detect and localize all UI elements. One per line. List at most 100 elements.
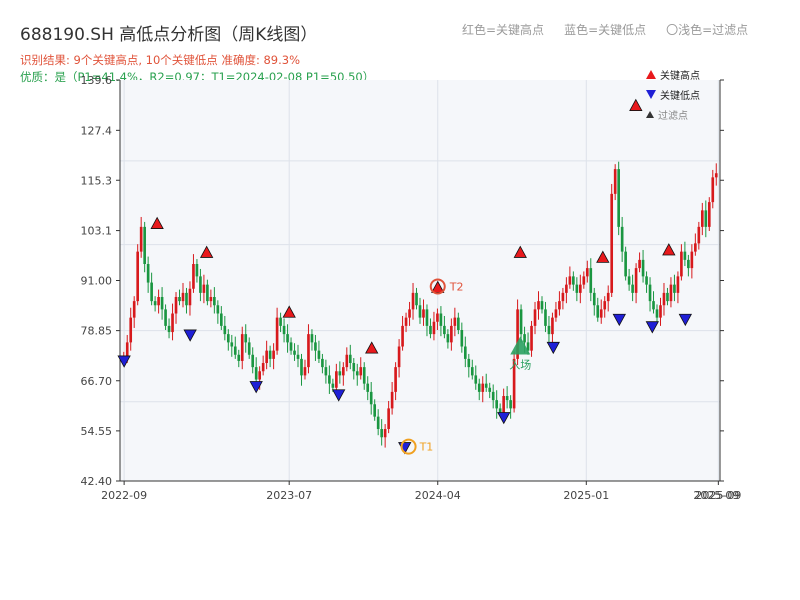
candle-body: [362, 367, 366, 384]
entry-marker: [510, 336, 531, 355]
candle-body: [415, 292, 418, 306]
candle-body: [669, 284, 673, 302]
legend-high-label: 关键高点: [660, 70, 700, 82]
candle-body: [254, 367, 258, 380]
candle-body: [519, 309, 523, 335]
x-tick-label: 2025-09: [695, 489, 741, 502]
candle-body: [561, 292, 565, 302]
legend-row-low: 关键低点: [646, 84, 700, 104]
key-low-marker: [497, 412, 511, 425]
candle-body: [192, 263, 195, 289]
candle-body: [394, 367, 397, 392]
candle-body: [233, 346, 237, 355]
candle-body: [132, 301, 136, 318]
marker-legend: 关键高点 关键低点 过滤点: [646, 64, 700, 124]
candle-body: [697, 226, 701, 244]
candle-body: [606, 292, 610, 302]
candle-body: [432, 321, 436, 335]
candle-body: [216, 305, 220, 314]
candle-body: [645, 276, 648, 285]
candle-body: [321, 358, 324, 368]
x-tick-label: 2023-07: [266, 489, 312, 502]
candle-body: [652, 301, 655, 310]
candle-body: [439, 313, 443, 326]
legend-row-filtered: 过滤点: [646, 104, 700, 124]
y-tick-label: 54.55: [81, 425, 113, 438]
candle-body: [585, 268, 589, 277]
candle-body: [247, 342, 251, 355]
candle-body: [457, 317, 460, 331]
candle-body: [268, 350, 272, 359]
candle-body: [526, 342, 530, 351]
candle-body: [220, 313, 223, 326]
candle-body: [648, 284, 652, 302]
candle-body: [512, 358, 516, 409]
candle-body: [617, 169, 620, 227]
candle-body: [714, 173, 718, 178]
candle-body: [624, 251, 627, 277]
t2-label: T2: [449, 281, 464, 294]
legend-low-label: 关键低点: [660, 90, 700, 102]
candle-body: [631, 284, 634, 293]
candle-body: [185, 292, 188, 306]
candle-body: [293, 350, 296, 355]
candle-body: [641, 259, 645, 277]
candle-body: [380, 429, 383, 438]
candle-body: [554, 309, 558, 318]
candle-body: [282, 325, 286, 335]
candle-body: [272, 350, 275, 359]
candle-body: [429, 325, 432, 335]
recognition-result: 识别结果: 9个关键高点, 10个关键低点 准确度: 89.3%: [20, 53, 301, 67]
candle-body: [345, 354, 349, 368]
candle-body: [373, 404, 377, 417]
candle-body: [565, 284, 568, 293]
key-high-marker: [662, 243, 676, 256]
key-high-marker: [629, 98, 643, 111]
key-high-marker: [199, 245, 214, 258]
candle-body: [509, 400, 512, 409]
candle-body: [436, 313, 439, 322]
top-legend: 红色=关键高点 蓝色=关键低点 〇浅色=过滤点: [462, 21, 748, 38]
candle-body: [275, 317, 279, 351]
candle-body: [422, 309, 425, 318]
candle-body: [223, 325, 227, 335]
x-tick-label-overlap: 2025-09: [693, 489, 739, 502]
candle-body: [296, 354, 300, 359]
candle-body: [206, 284, 209, 302]
candle-body: [544, 309, 547, 326]
candle-body: [453, 317, 457, 326]
candle-body: [348, 354, 352, 364]
candle-body: [226, 334, 230, 343]
candle-body: [300, 358, 303, 376]
candle-body: [498, 408, 502, 413]
candle-body: [139, 226, 143, 252]
candle-body: [195, 263, 199, 277]
candle-body: [505, 396, 509, 401]
candle-body: [209, 297, 213, 302]
candle-body: [167, 325, 171, 333]
candle-body: [474, 375, 478, 384]
candle-body: [404, 317, 408, 326]
y-tick-label: 127.4: [81, 124, 113, 137]
key-high-marker: [282, 305, 296, 318]
candle-body: [537, 301, 540, 310]
candle-body: [484, 383, 488, 388]
candle-body: [265, 350, 268, 364]
candle-body: [540, 301, 544, 310]
candle-body: [711, 177, 715, 203]
candle-body: [146, 263, 150, 283]
candle-body: [662, 292, 666, 306]
legend-row-high: 关键高点: [646, 64, 700, 84]
candle-body: [634, 268, 638, 293]
candle-body: [700, 210, 704, 227]
key-low-marker: [678, 313, 693, 327]
candle-body: [401, 325, 404, 347]
candle-body: [244, 334, 248, 343]
candle-body: [390, 391, 394, 409]
candle-body: [157, 297, 160, 306]
candle-body: [467, 358, 471, 368]
candle-body: [202, 284, 206, 293]
candle-body: [376, 416, 380, 430]
candle-body: [659, 305, 662, 318]
x-tick-label: 2022-09: [101, 489, 147, 502]
